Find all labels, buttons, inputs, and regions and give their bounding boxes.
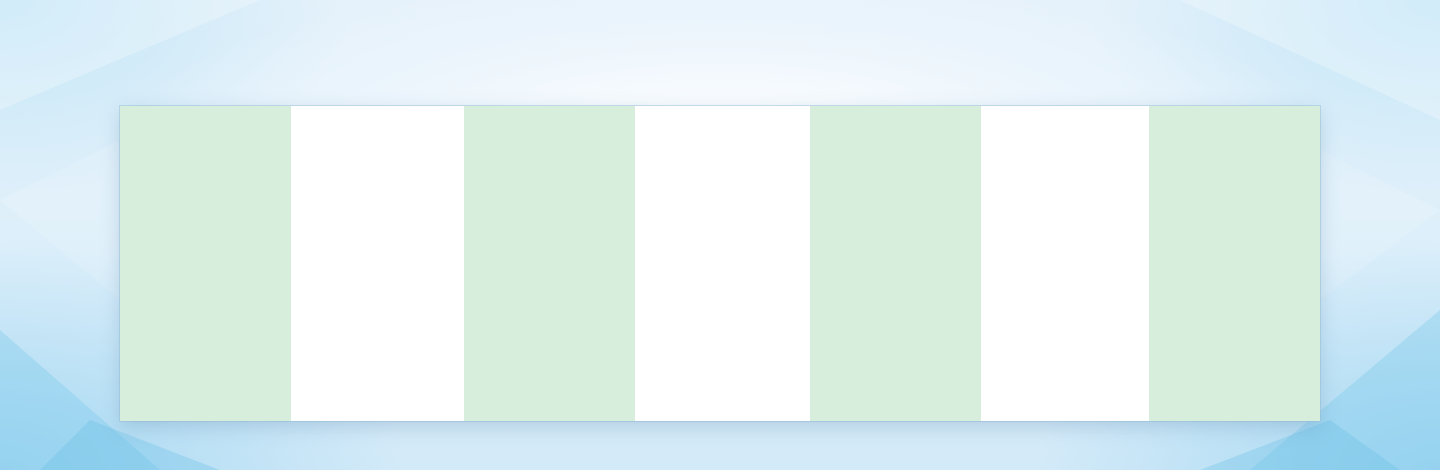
striped-panel <box>120 106 1320 421</box>
white-strip <box>635 106 810 421</box>
white-strip <box>291 106 464 421</box>
green-strip <box>810 106 981 421</box>
green-strip <box>1149 106 1320 421</box>
green-strip <box>120 106 291 421</box>
green-strip <box>464 106 635 421</box>
white-strip <box>981 106 1149 421</box>
